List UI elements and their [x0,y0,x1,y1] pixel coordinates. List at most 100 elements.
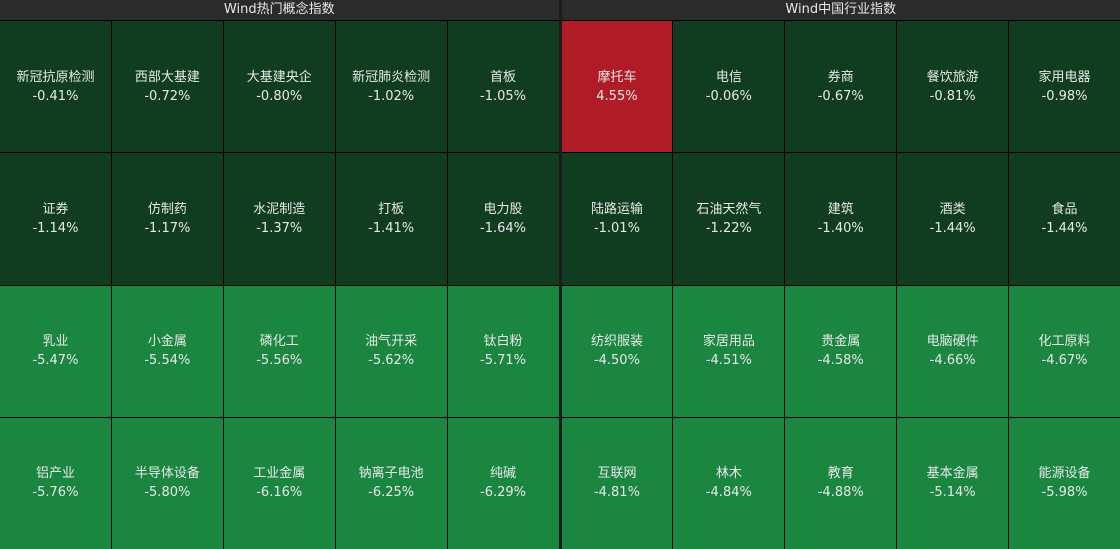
tile-change: -5.76% [32,485,79,501]
tile-change: -6.25% [368,485,415,501]
tile-grid: 新冠抗原检测 -0.41% 西部大基建 -0.72% 大基建央企 -0.80% 新冠肺炎检测… [0,21,559,549]
tile-name: 半导体设备 [134,466,200,482]
tile[interactable]: 半导体设备 -5.80% [111,417,223,549]
tile[interactable]: 陆路运输 -1.01% [561,153,673,285]
panel: Wind热门概念指数 新冠抗原检测 -0.41% 西部大基建 -0.72% 大基建央企 -0… [0,0,559,549]
tile-change: -0.98% [1041,88,1088,104]
tile-name: 小金属 [147,334,187,350]
tile-name: 电力股 [483,201,523,217]
tile-change: -1.05% [480,88,527,104]
tile-name: 工业金属 [253,466,306,482]
tile[interactable]: 能源设备 -5.98% [1009,417,1120,549]
tile[interactable]: 餐饮旅游 -0.81% [897,21,1009,153]
panel: Wind中国行业指数 摩托车 4.55% 电信 -0.06% 券商 -0.67% 餐饮旅游 -0… [561,0,1120,549]
tile[interactable]: 新冠抗原检测 -0.41% [0,21,111,153]
tile-name: 仿制药 [147,201,187,217]
tile-change: -0.67% [817,88,864,104]
tile[interactable]: 教育 -4.88% [785,417,897,549]
tile-change: -1.40% [817,220,864,236]
tile-change: -4.81% [593,485,640,501]
tile-name: 酒类 [939,201,966,217]
tile-change: -4.66% [929,353,976,369]
tile-change: -5.98% [1041,485,1088,501]
tile-name: 钠离子电池 [358,466,424,482]
tile[interactable]: 西部大基建 -0.72% [111,21,223,153]
tile[interactable]: 建筑 -1.40% [785,153,897,285]
tile-change: -5.54% [144,353,191,369]
tile-change: -1.22% [705,220,752,236]
tile[interactable]: 林木 -4.84% [673,417,785,549]
tile[interactable]: 电信 -0.06% [673,21,785,153]
tile-change: -1.44% [929,220,976,236]
panel-title: Wind热门概念指数 [0,0,559,21]
tile-name: 新冠抗原检测 [16,69,95,85]
tile[interactable]: 纺织服装 -4.50% [561,285,673,417]
tile[interactable]: 仿制药 -1.17% [111,153,223,285]
tile[interactable]: 乳业 -5.47% [0,285,111,417]
tile-change: -1.44% [1041,220,1088,236]
tile-grid: 摩托车 4.55% 电信 -0.06% 券商 -0.67% 餐饮旅游 -0.81% 家用电器 -0… [561,21,1120,549]
tile-name: 餐饮旅游 [926,69,979,85]
tile-name: 建筑 [827,201,854,217]
tile-change: -0.80% [256,88,303,104]
tile-name: 能源设备 [1038,466,1091,482]
tile[interactable]: 钛白粉 -5.71% [447,285,559,417]
tile[interactable]: 石油天然气 -1.22% [673,153,785,285]
tile-name: 教育 [827,466,854,482]
tile-name: 陆路运输 [590,201,643,217]
tile[interactable]: 贵金属 -4.58% [785,285,897,417]
tile-name: 林木 [715,466,742,482]
tile-change: -1.37% [256,220,303,236]
tile-change: -1.01% [593,220,640,236]
tile[interactable]: 摩托车 4.55% [561,21,673,153]
tile-change: 4.55% [596,88,638,104]
tile[interactable]: 电力股 -1.64% [447,153,559,285]
tile[interactable]: 食品 -1.44% [1009,153,1120,285]
tile-name: 电脑硬件 [926,334,979,350]
tile-change: -4.67% [1041,353,1088,369]
tile[interactable]: 券商 -0.67% [785,21,897,153]
tile-change: -1.02% [368,88,415,104]
tile[interactable]: 水泥制造 -1.37% [223,153,335,285]
tile[interactable]: 首板 -1.05% [447,21,559,153]
panel-title: Wind中国行业指数 [561,0,1120,21]
tile-change: -4.51% [705,353,752,369]
tile[interactable]: 铝产业 -5.76% [0,417,111,549]
tile[interactable]: 酒类 -1.44% [897,153,1009,285]
tile[interactable]: 油气开采 -5.62% [335,285,447,417]
tile[interactable]: 新冠肺炎检测 -1.02% [335,21,447,153]
tile-change: -0.72% [144,88,191,104]
tile-change: -6.16% [256,485,303,501]
tile-name: 纯碱 [490,466,517,482]
tile[interactable]: 大基建央企 -0.80% [223,21,335,153]
tile-change: -1.64% [480,220,527,236]
tile-change: -4.84% [705,485,752,501]
tile-change: -0.81% [929,88,976,104]
tile[interactable]: 化工原料 -4.67% [1009,285,1120,417]
tile[interactable]: 纯碱 -6.29% [447,417,559,549]
tile-change: -4.88% [817,485,864,501]
tile-name: 证券 [42,201,69,217]
tile-name: 贵金属 [821,334,861,350]
tile-name: 家用电器 [1038,69,1091,85]
tile[interactable]: 证券 -1.14% [0,153,111,285]
tile-name: 化工原料 [1038,334,1091,350]
tile-name: 互联网 [597,466,637,482]
tile[interactable]: 电脑硬件 -4.66% [897,285,1009,417]
tile-name: 新冠肺炎检测 [352,69,431,85]
tile[interactable]: 基本金属 -5.14% [897,417,1009,549]
tile[interactable]: 小金属 -5.54% [111,285,223,417]
tile[interactable]: 家居用品 -4.51% [673,285,785,417]
tile[interactable]: 家用电器 -0.98% [1009,21,1120,153]
tile[interactable]: 打板 -1.41% [335,153,447,285]
tile-change: -5.80% [144,485,191,501]
tile-change: -5.14% [929,485,976,501]
tile[interactable]: 互联网 -4.81% [561,417,673,549]
tile-name: 打板 [378,201,405,217]
tile[interactable]: 钠离子电池 -6.25% [335,417,447,549]
tile[interactable]: 磷化工 -5.56% [223,285,335,417]
tile-name: 磷化工 [259,334,299,350]
tile[interactable]: 工业金属 -6.16% [223,417,335,549]
tile-name: 水泥制造 [253,201,306,217]
